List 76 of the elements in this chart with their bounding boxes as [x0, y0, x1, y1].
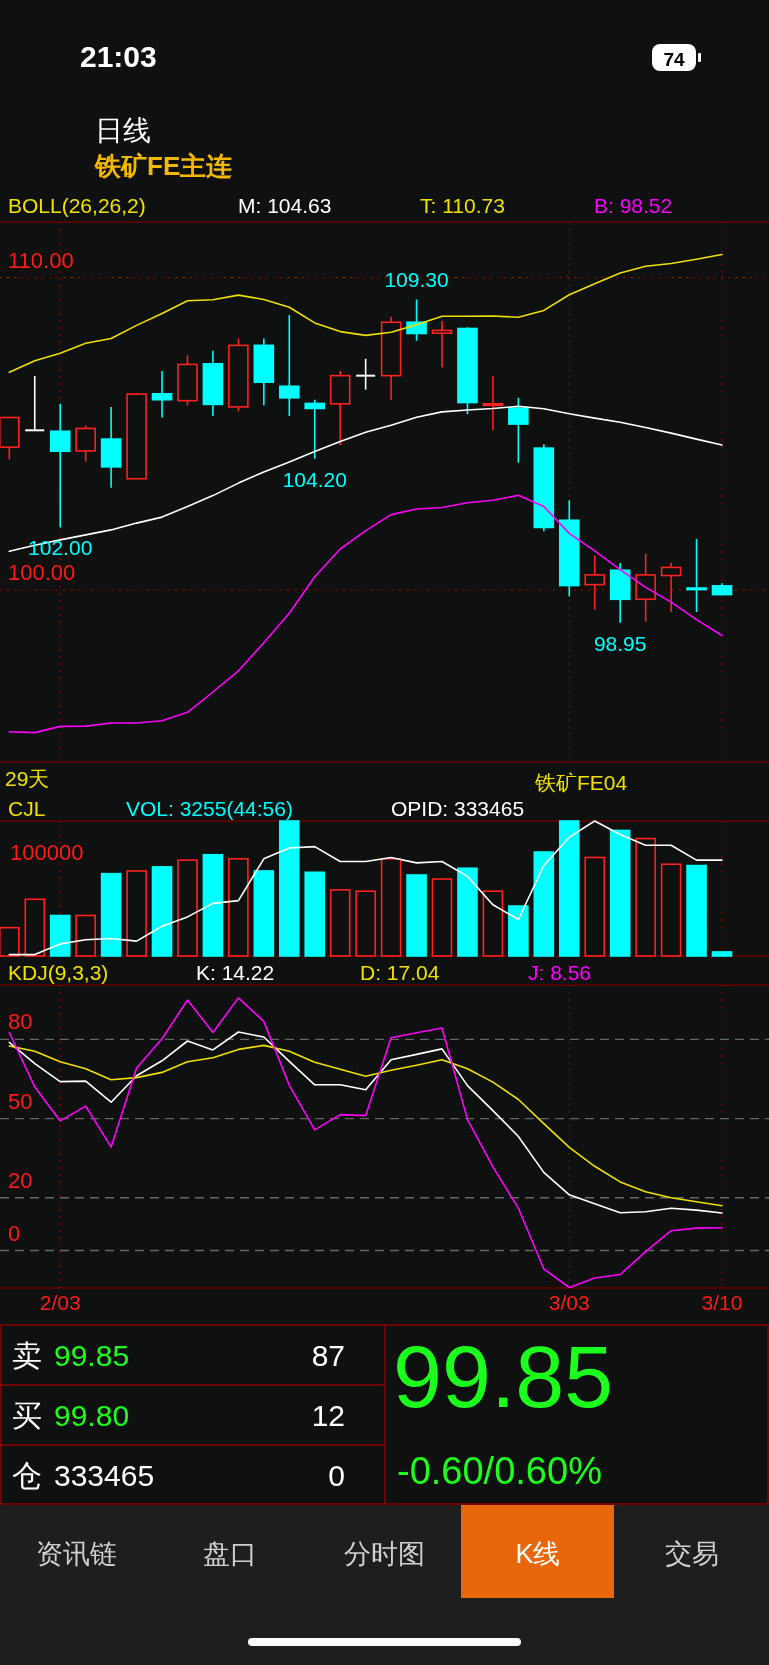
bar: [686, 864, 707, 957]
bar: [126, 870, 147, 957]
text: 74: [663, 49, 685, 70]
bar: [49, 914, 71, 957]
annotation: 104.20: [282, 467, 347, 491]
x-tick-label: 2/03: [39, 1291, 81, 1314]
bar: [406, 874, 427, 957]
bar: [202, 853, 224, 957]
annotation: 98.95: [593, 631, 647, 655]
bar: [711, 951, 733, 957]
y-tick-label: 0: [8, 1220, 21, 1246]
text: 12: [311, 1399, 345, 1432]
bar: [355, 890, 376, 957]
text: 铁矿FE04: [534, 771, 628, 794]
text: 铁矿FE主连: [94, 151, 233, 181]
bar: [431, 878, 453, 957]
y-tick-label: 20: [8, 1167, 33, 1193]
x-tick-label: 3/03: [548, 1291, 590, 1314]
series-label: OPID: 333465: [391, 797, 525, 820]
bar: [660, 863, 682, 957]
y-tick-label: 50: [8, 1088, 33, 1114]
text: M: 104.63: [238, 194, 332, 217]
text: 盘口: [203, 1539, 257, 1569]
series-label: VOL: 3255(44:56): [126, 797, 293, 820]
text: J: 8.56: [528, 961, 592, 984]
y-tick-label: 110.00: [8, 247, 74, 273]
text: 交易: [665, 1539, 719, 1569]
x-tick-label: 3/10: [701, 1291, 743, 1314]
text: 99.85: [54, 1339, 130, 1372]
annotation: 102.00: [28, 536, 93, 560]
bar: [508, 905, 529, 957]
chart-title: CJL: [8, 797, 46, 820]
bar: [304, 871, 326, 957]
text: 0: [328, 1459, 345, 1492]
bar: [609, 829, 631, 957]
bar: [457, 867, 478, 957]
text: 87: [311, 1339, 345, 1372]
chart-title: BOLL(26,26,2): [8, 194, 146, 217]
text: B: 98.52: [594, 194, 673, 217]
text: K: 14.22: [196, 961, 275, 984]
annotation: 109.30: [384, 268, 449, 292]
text: -0.60/0.60%: [397, 1450, 602, 1492]
bar: [75, 914, 96, 957]
bar: [558, 820, 580, 957]
chart-title: KDJ(9,3,3): [8, 961, 109, 984]
text: T: 110.73: [420, 194, 505, 217]
bar: [329, 889, 351, 957]
text: 买: [12, 1399, 42, 1432]
bar: [151, 866, 173, 957]
text: 99.80: [54, 1399, 130, 1432]
bar: [253, 870, 275, 957]
text: D: 17.04: [360, 961, 440, 984]
y-tick-label: 100.00: [8, 559, 76, 585]
bar: [177, 859, 198, 957]
bar: [278, 820, 300, 957]
bar: [533, 851, 555, 957]
text: 日线: [95, 115, 151, 146]
annotation: 100000: [10, 840, 84, 865]
bar: [584, 856, 606, 957]
text: 333465: [54, 1459, 155, 1492]
bar: [380, 858, 402, 957]
bar: [24, 898, 46, 957]
text: 仓: [12, 1459, 42, 1492]
text: 分时图: [343, 1539, 425, 1569]
bar: [635, 837, 656, 957]
bar: [482, 890, 504, 957]
text: K线: [515, 1539, 561, 1569]
y-tick-label: 80: [8, 1009, 33, 1035]
text: 21:03: [80, 40, 157, 73]
text: 29天: [5, 767, 50, 790]
bar: [100, 872, 122, 957]
text: 资讯链: [35, 1539, 117, 1569]
bar: [228, 858, 249, 957]
bar: [0, 926, 20, 957]
text: 卖: [12, 1339, 42, 1372]
text: 99.85: [393, 1327, 614, 1426]
